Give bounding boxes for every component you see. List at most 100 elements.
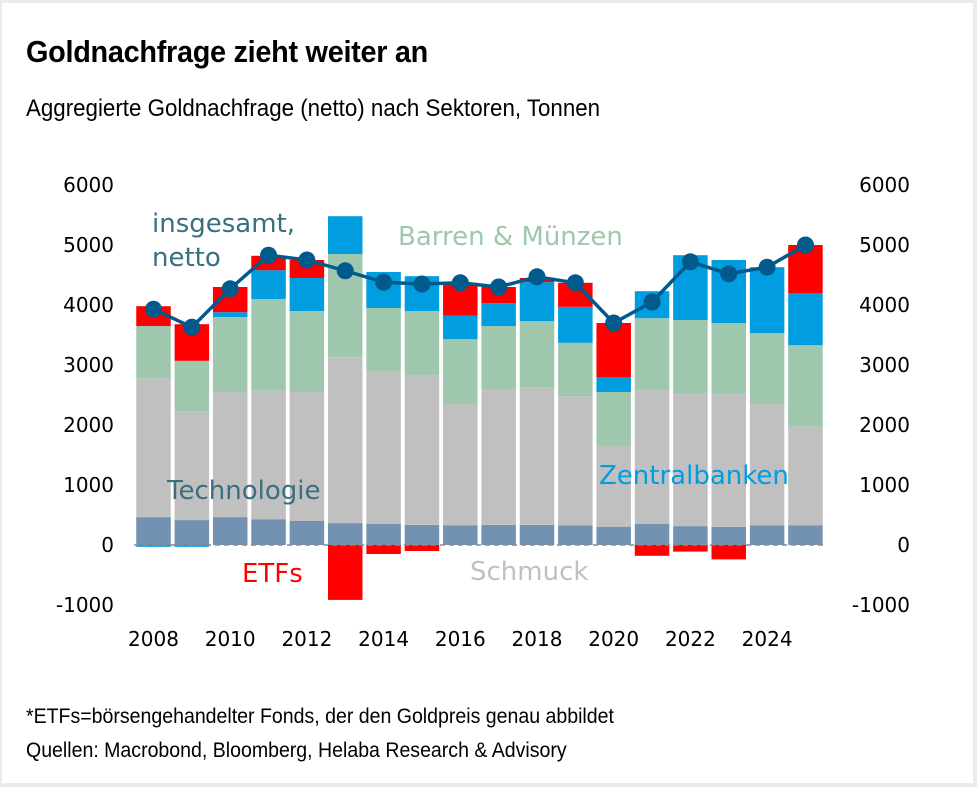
net-total-point-2020 [605,314,623,332]
bar-segment-zentralbanken-2020 [596,377,631,392]
x-tick-label: 2010 [205,627,256,651]
footnote-etf-definition: *ETFs=börsengehandelter Fonds, der den G… [26,705,614,728]
bar-segment-schmuck-2025 [788,426,823,526]
bar-segment-technologie-2023 [711,527,746,545]
series-label-net: netto [152,243,221,273]
bar-segment-barren-2023 [711,323,746,394]
bar-segment-schmuck-2016 [443,404,478,526]
bar-segment-technologie-2018 [519,524,555,545]
bar-segment-zentralbanken-2016 [443,315,478,340]
bar-segment-schmuck-2013 [328,357,363,524]
bar-segment-zentralbanken-2009 [174,545,210,547]
bar-segment-etfs-2015 [404,545,440,551]
bar-segment-zentralbanken-2011 [251,270,286,299]
bar-segment-etfs-2020 [596,323,631,377]
net-total-point-2010 [221,280,239,298]
net-total-point-2024 [758,258,776,276]
y-tick-label-right: 4000 [859,293,910,317]
series-label-technologie: Technologie [166,476,320,506]
bar-segment-schmuck-2022 [673,393,708,527]
bar-segment-barren-2020 [596,392,631,446]
net-total-point-2009 [183,318,201,336]
y-tick-label-left: 2000 [63,413,114,437]
net-total-point-2016 [451,274,469,292]
bar-segment-barren-2016 [443,339,478,404]
net-total-point-2025 [796,236,814,254]
bar-segment-barren-2009 [174,360,210,412]
bar-segment-barren-2011 [251,299,286,391]
bar-segment-barren-2019 [558,342,593,397]
y-tick-label-right: 5000 [859,233,910,257]
bar-segment-technologie-2011 [251,519,286,545]
bar-segment-technologie-2012 [289,521,325,545]
bar-segment-barren-2021 [634,318,670,391]
bar-segment-barren-2014 [366,308,401,371]
y-tick-label-left: 3000 [63,353,114,377]
bar-segment-schmuck-2012 [289,392,325,521]
x-tick-label: 2016 [435,627,486,651]
y-tick-label-right: 0 [897,533,910,557]
bar-segment-technologie-2013 [328,523,363,545]
bar-segment-technologie-2021 [634,524,670,545]
bar-segment-technologie-2024 [749,525,785,545]
x-tick-label: 2012 [281,627,332,651]
bar-segment-technologie-2022 [673,526,708,545]
bar-segment-schmuck-2014 [366,371,401,524]
net-total-point-2017 [490,278,508,296]
bar-segment-etfs-2012 [289,260,325,278]
y-tick-label-left: 5000 [63,233,114,257]
bar-segment-zentralbanken-2024 [749,267,785,334]
bar-segment-schmuck-2019 [558,396,593,526]
bar-segment-schmuck-2023 [711,393,746,527]
bar-segment-technologie-2014 [366,524,401,545]
bar-segment-zentralbanken-2019 [558,306,593,343]
bar-segment-barren-2015 [404,311,440,376]
x-tick-label: 2024 [742,627,793,651]
x-tick-label: 2014 [358,627,409,651]
net-total-point-2019 [566,274,584,292]
bar-segment-zentralbanken-2017 [481,303,516,326]
y-tick-label-right: -1000 [852,593,910,617]
x-tick-label: 2018 [512,627,563,651]
y-tick-label-left: -1000 [56,593,114,617]
net-total-point-2008 [145,300,162,318]
bar-segment-schmuck-2011 [251,390,286,520]
bar-segment-technologie-2008 [136,517,171,545]
net-total-point-2011 [260,246,278,264]
y-tick-label-left: 6000 [63,173,114,197]
x-tick-label: 2020 [588,627,639,651]
chart-title: Goldnachfrage zieht weiter an [26,34,429,69]
bar-segment-barren-2025 [788,345,823,427]
bar-segment-barren-2018 [519,321,555,388]
bar-segment-technologie-2016 [443,525,478,545]
bar-segment-technologie-2017 [481,524,516,545]
bar-segment-zentralbanken-2008 [136,545,171,547]
bar-segment-barren-2010 [212,317,248,392]
bar-segment-schmuck-2017 [481,389,516,525]
bar-segment-schmuck-2018 [519,387,555,525]
net-total-point-2014 [375,273,393,291]
chart-subtitle: Aggregierte Goldnachfrage (netto) nach S… [26,95,601,122]
bar-segment-technologie-2020 [596,526,631,545]
net-total-point-2012 [298,251,316,269]
bar-segment-zentralbanken-2013 [328,216,363,254]
bar-segment-technologie-2025 [788,525,823,545]
bar-segment-barren-2012 [289,311,325,392]
bar-segment-zentralbanken-2018 [519,282,555,322]
bar-segment-schmuck-2010 [212,392,248,518]
bar-segment-zentralbanken-2025 [788,293,823,346]
bar-segment-technologie-2019 [558,525,593,545]
net-total-point-2013 [336,262,354,280]
x-tick-label: 2022 [665,627,716,651]
series-label-zentralbanken: Zentralbanken [599,461,789,491]
bar-segment-schmuck-2008 [136,378,171,518]
bar-segment-zentralbanken-2010 [212,312,248,317]
series-label-net: insgesamt, [152,209,295,239]
series-label-barren: Barren & Münzen [398,222,623,252]
bar-segment-etfs-2014 [366,545,401,554]
bar-segment-schmuck-2020 [596,446,631,527]
bar-segment-technologie-2015 [404,524,440,545]
net-total-point-2018 [528,268,546,286]
net-total-point-2023 [720,265,738,283]
